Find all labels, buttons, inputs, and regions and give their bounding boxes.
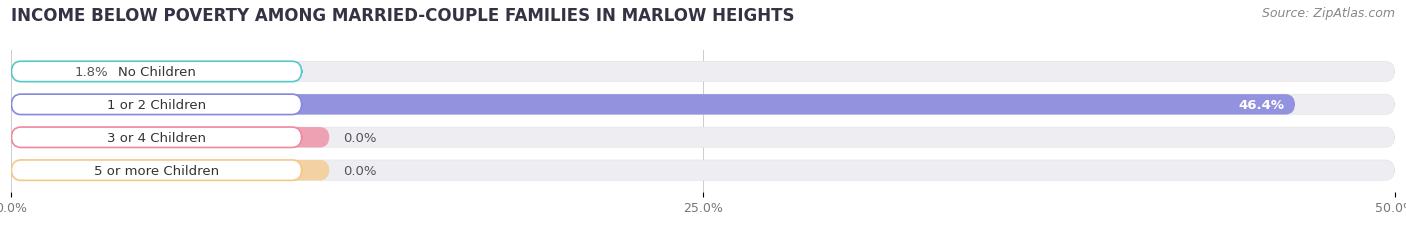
FancyBboxPatch shape xyxy=(11,128,329,148)
Text: 5 or more Children: 5 or more Children xyxy=(94,164,219,177)
Text: Source: ZipAtlas.com: Source: ZipAtlas.com xyxy=(1261,7,1395,20)
FancyBboxPatch shape xyxy=(11,62,302,82)
Text: 1 or 2 Children: 1 or 2 Children xyxy=(107,98,207,111)
Text: 3 or 4 Children: 3 or 4 Children xyxy=(107,131,207,144)
FancyBboxPatch shape xyxy=(11,95,302,115)
Text: 0.0%: 0.0% xyxy=(343,164,377,177)
FancyBboxPatch shape xyxy=(11,160,329,181)
Text: No Children: No Children xyxy=(118,66,195,79)
FancyBboxPatch shape xyxy=(11,62,1395,82)
FancyBboxPatch shape xyxy=(11,160,1395,181)
FancyBboxPatch shape xyxy=(11,128,302,148)
Text: 46.4%: 46.4% xyxy=(1239,98,1284,111)
Text: 1.8%: 1.8% xyxy=(75,66,108,79)
FancyBboxPatch shape xyxy=(11,95,1295,115)
FancyBboxPatch shape xyxy=(11,160,302,181)
FancyBboxPatch shape xyxy=(11,128,1395,148)
FancyBboxPatch shape xyxy=(11,95,1395,115)
Text: INCOME BELOW POVERTY AMONG MARRIED-COUPLE FAMILIES IN MARLOW HEIGHTS: INCOME BELOW POVERTY AMONG MARRIED-COUPL… xyxy=(11,7,794,25)
Text: 0.0%: 0.0% xyxy=(343,131,377,144)
FancyBboxPatch shape xyxy=(11,62,60,82)
